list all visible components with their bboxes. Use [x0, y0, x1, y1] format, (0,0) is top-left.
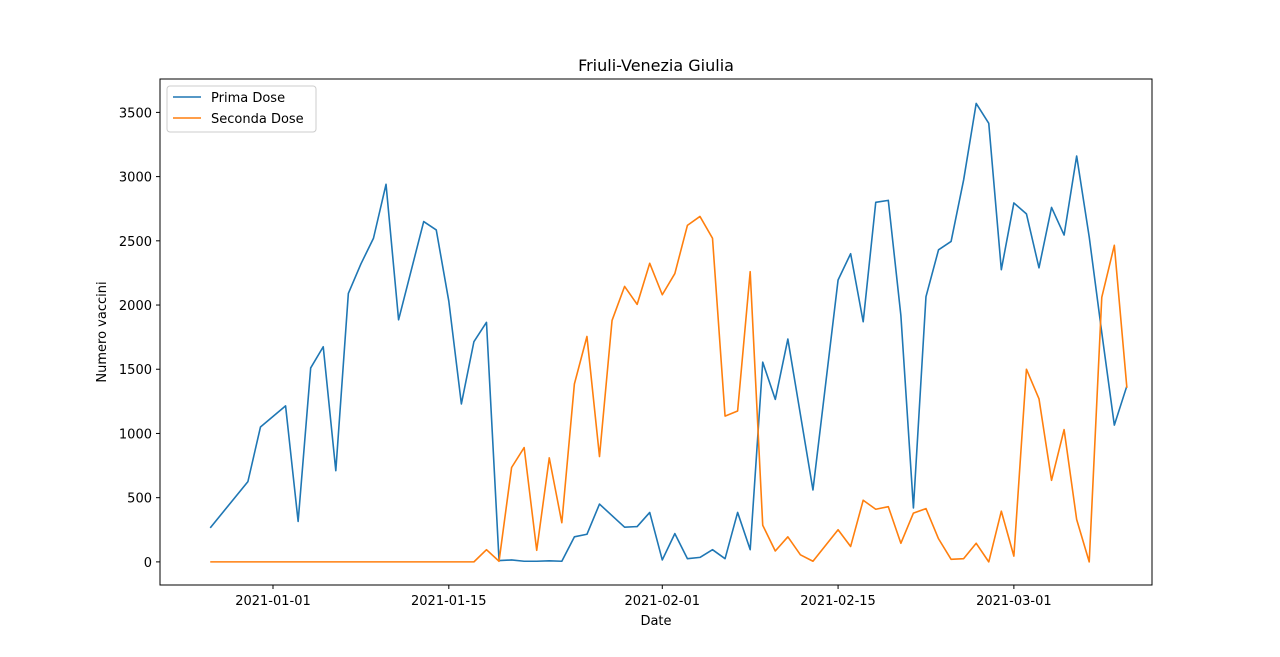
x-tick-label: 2021-03-01	[976, 594, 1052, 609]
x-axis-label: Date	[640, 614, 671, 629]
legend-entry-label: Prima Dose	[211, 91, 285, 106]
x-axis-ticks: 2021-01-01 2021-01-15 2021-02-01 2021-02-15…	[235, 585, 1052, 609]
legend-entry-label: Seconda Dose	[211, 112, 304, 127]
x-tick-label: 2021-02-15	[800, 594, 876, 609]
y-tick-label: 2500	[119, 235, 152, 250]
series-layer	[209, 102, 1128, 563]
y-tick-label: 500	[127, 492, 152, 507]
axes-frame	[159, 78, 1153, 586]
x-tick-label: 2021-01-15	[411, 594, 487, 609]
chart-title: Friuli-Venezia Giulia	[578, 56, 734, 75]
plot-area	[159, 78, 1153, 586]
legend: Prima Dose Seconda Dose	[166, 85, 317, 133]
y-tick-label: 3000	[119, 171, 152, 186]
y-axis-label: Numero vaccini	[95, 281, 110, 382]
y-tick-label: 3500	[119, 106, 152, 121]
series-line-seconda-dose	[210, 215, 1128, 563]
x-tick-label: 2021-02-01	[624, 594, 700, 609]
y-tick-label: 1000	[119, 427, 152, 442]
y-axis-ticks: 0 500 1000 1500 2000 2500 3000 3500	[119, 106, 160, 571]
y-tick-label: 0	[144, 556, 152, 571]
legend-box	[166, 85, 317, 133]
y-tick-label: 1500	[119, 363, 152, 378]
x-tick-label: 2021-01-01	[235, 594, 311, 609]
y-tick-label: 2000	[119, 299, 152, 314]
series-line-prima-dose	[209, 102, 1128, 563]
